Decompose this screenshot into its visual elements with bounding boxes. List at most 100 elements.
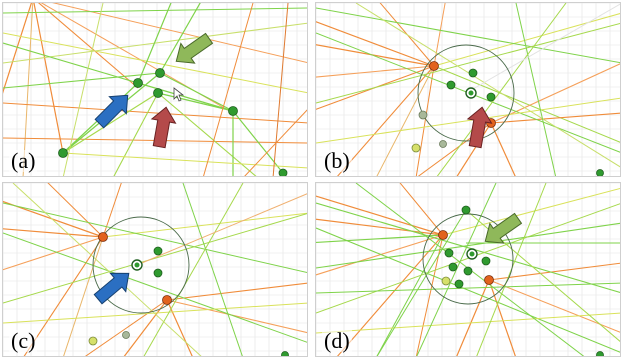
graph-edge — [456, 279, 490, 356]
blue-arrow-icon — [94, 94, 129, 129]
graph-node[interactable] — [134, 262, 140, 268]
graph-node[interactable] — [418, 110, 428, 120]
graph-edge — [136, 193, 307, 266]
graph-edge — [490, 63, 620, 124]
graph-edge — [316, 97, 620, 144]
graph-node[interactable] — [153, 268, 163, 278]
graph-edge — [244, 109, 307, 176]
graph-edge — [488, 279, 516, 356]
graph-edge — [490, 122, 516, 176]
graph-edge — [399, 183, 444, 236]
graph-edge — [488, 262, 620, 281]
graph-edge — [143, 183, 244, 356]
graph-edge — [490, 112, 620, 124]
graph-edge — [316, 65, 435, 78]
graph-edge — [272, 3, 289, 176]
graph-edge — [316, 7, 620, 64]
graph-node[interactable] — [461, 205, 471, 215]
graph-node[interactable] — [468, 90, 474, 96]
graph-edge — [316, 44, 435, 67]
graph-edge — [12, 183, 202, 356]
graph-edge — [62, 3, 104, 176]
graph-node[interactable] — [596, 351, 604, 358]
graph-edge — [433, 3, 446, 67]
graph-node[interactable] — [446, 80, 456, 90]
graph-edge — [316, 282, 620, 294]
graph-edge — [3, 7, 307, 14]
graph-edge — [157, 92, 234, 112]
graph-node[interactable] — [469, 251, 475, 257]
graph-edge — [52, 3, 307, 64]
graph-edge — [3, 200, 104, 238]
graph-node[interactable] — [278, 168, 288, 177]
graph-edge — [376, 65, 435, 176]
graph-node[interactable] — [88, 336, 98, 346]
graph-node[interactable] — [122, 331, 130, 339]
graph-node[interactable] — [454, 279, 464, 289]
blue-arrow-icon — [93, 272, 130, 305]
graph-edge — [137, 82, 234, 112]
graph-edge — [316, 202, 620, 293]
graph-node[interactable] — [481, 256, 491, 266]
graph-edge — [33, 3, 64, 154]
graph-edge — [3, 32, 307, 94]
graph-edge — [379, 3, 435, 67]
graph-edge — [159, 72, 234, 112]
graph-node[interactable] — [281, 351, 289, 358]
graph-edge — [102, 212, 307, 238]
graph-edge — [166, 299, 193, 356]
graph-edge — [456, 122, 492, 176]
graph-edge — [442, 188, 620, 236]
panel-b-graph — [316, 3, 620, 177]
graph-node[interactable] — [444, 248, 454, 258]
graph-node[interactable] — [411, 143, 421, 153]
graph-node[interactable] — [468, 68, 478, 78]
graph-edge — [137, 3, 172, 84]
graph-edge — [3, 3, 33, 94]
graph-node[interactable] — [98, 232, 108, 242]
graph-node[interactable] — [463, 266, 473, 276]
graph-node[interactable] — [439, 140, 447, 148]
graph-node[interactable] — [596, 169, 604, 177]
panel-d: (d) — [315, 182, 621, 357]
graph-node[interactable] — [484, 275, 494, 285]
graph-edge — [316, 65, 435, 110]
graph-edge — [113, 92, 159, 176]
graph-edge — [316, 234, 444, 244]
graph-node[interactable] — [153, 88, 163, 98]
graph-edge — [166, 282, 307, 301]
graph-node[interactable] — [448, 262, 458, 272]
graph-edge — [3, 42, 139, 84]
graph-edge — [3, 202, 307, 274]
graph-edge — [182, 183, 243, 356]
graph-edge — [376, 234, 444, 356]
graph-edge — [37, 3, 139, 89]
graph-edge — [3, 22, 307, 64]
graph-edge — [3, 228, 104, 238]
graph-edge — [159, 3, 201, 74]
lens-circle — [417, 44, 515, 142]
graph-node[interactable] — [486, 92, 496, 102]
panel-a-graph — [3, 3, 307, 177]
lens-circle — [422, 213, 514, 305]
graph-node[interactable] — [228, 106, 238, 116]
graph-edge — [3, 102, 307, 124]
graph-edge — [3, 302, 307, 324]
graph-edge — [62, 92, 159, 154]
graph-edge — [316, 312, 620, 334]
graph-node[interactable] — [58, 148, 68, 158]
graph-node[interactable] — [441, 276, 451, 286]
panel-d-graph — [316, 183, 620, 358]
graph-node[interactable] — [438, 230, 448, 240]
graph-edge — [85, 299, 168, 356]
panel-b-label: (b) — [322, 148, 352, 173]
graph-node[interactable] — [153, 246, 163, 256]
graph-edge — [22, 3, 34, 176]
graph-edge — [355, 3, 620, 168]
graph-node[interactable] — [429, 61, 439, 71]
graph-node[interactable] — [162, 295, 172, 305]
graph-node[interactable] — [155, 68, 165, 78]
graph-node[interactable] — [133, 78, 143, 88]
graph-edge — [102, 183, 122, 238]
graph-edge — [3, 236, 104, 271]
